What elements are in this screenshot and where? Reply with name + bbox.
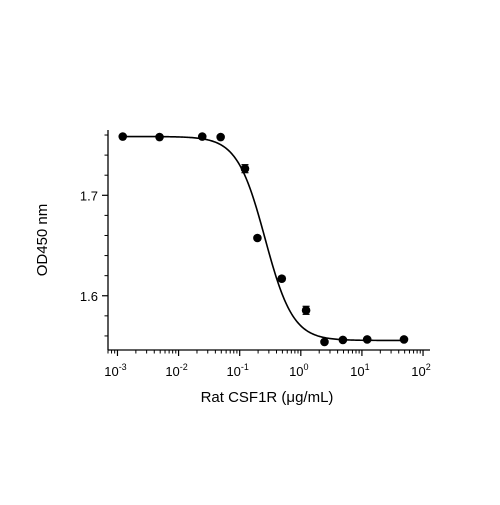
fit-curve-layer	[122, 135, 404, 342]
x-tick-label: 10-1	[226, 362, 248, 379]
x-tick-base: 10	[165, 364, 179, 379]
x-tick-label: 101	[350, 362, 369, 379]
data-point	[118, 132, 128, 141]
y-axis-title: OD450 nm	[34, 204, 51, 277]
data-point	[338, 335, 348, 345]
x-tick-exponent: 1	[365, 362, 370, 372]
data-point	[240, 164, 250, 173]
y-tick-label: 1.6	[80, 289, 98, 304]
x-tick-label: 10-2	[165, 362, 187, 379]
x-tick-label: 100	[289, 362, 308, 379]
data-point	[277, 274, 287, 283]
data-point	[362, 335, 372, 344]
x-axis-title: Rat CSF1R (μg/mL)	[201, 389, 334, 406]
data-point	[320, 337, 329, 347]
axes-layer	[107, 130, 430, 351]
data-point	[155, 132, 164, 142]
x-tick-exponent: 2	[426, 362, 431, 372]
data-point	[197, 132, 207, 141]
x-tick-exponent: -2	[180, 362, 188, 372]
y-tick-label: 1.7	[80, 188, 98, 203]
data-point	[253, 233, 262, 243]
error-bar-layer	[119, 134, 408, 344]
x-tick-base: 10	[226, 364, 240, 379]
x-tick-exponent: 0	[304, 362, 309, 372]
data-point	[399, 335, 409, 344]
x-tick-base: 10	[104, 364, 118, 379]
x-tick-exponent: -3	[119, 362, 127, 372]
fit-curve	[122, 135, 404, 342]
x-tick-base: 10	[289, 364, 303, 379]
x-tick-label: 102	[411, 362, 430, 379]
x-tick-base: 10	[350, 364, 364, 379]
x-tick-base: 10	[411, 364, 425, 379]
data-point	[216, 132, 225, 142]
x-tick-exponent: -1	[241, 362, 249, 372]
x-tick-label: 10-3	[104, 362, 126, 379]
data-point-layer	[118, 132, 409, 347]
data-point	[301, 306, 311, 315]
